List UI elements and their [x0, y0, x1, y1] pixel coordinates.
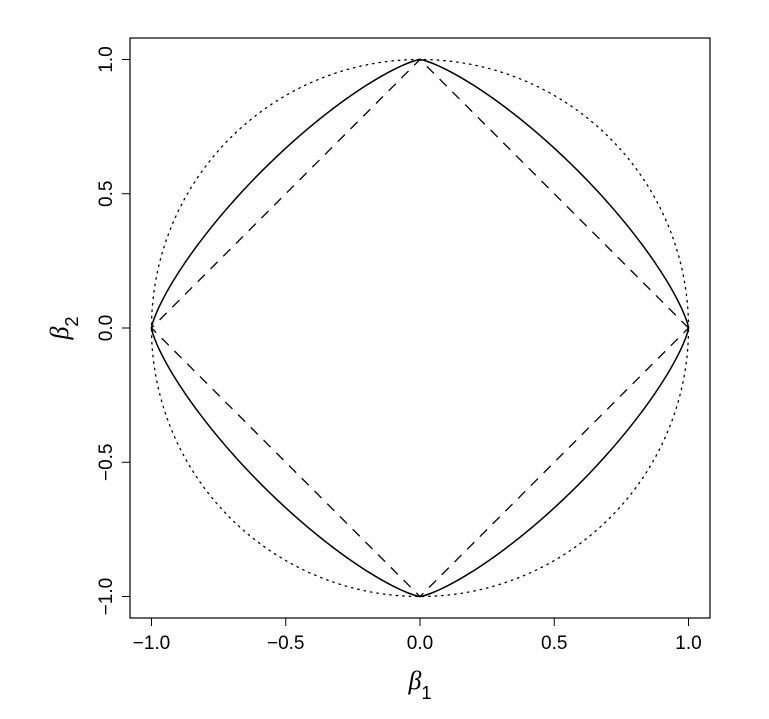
series-l2-ball [151, 59, 688, 596]
y-tick-label: −1.0 [96, 578, 117, 616]
figure-container: −1.0 −0.5 0.0 0.5 1.0 −1.0 −0.5 0.0 0.5 1.0 β1 β2 [0, 0, 769, 719]
y-tick-label: 0.0 [96, 315, 117, 341]
plot-frame [130, 38, 710, 618]
chart-svg: −1.0 −0.5 0.0 0.5 1.0 −1.0 −0.5 0.0 0.5 1.0 β1 β2 [0, 0, 769, 719]
x-axis-title: β1 [407, 666, 431, 703]
y-tick-label: 0.5 [96, 181, 117, 207]
y-tick-label: −0.5 [96, 444, 117, 482]
x-tick-label: 1.0 [675, 633, 701, 654]
x-tick-label: −1.0 [133, 633, 171, 654]
series-l1-ball [151, 59, 688, 596]
x-tick-label: 0.0 [407, 633, 433, 654]
x-tick-label: 0.5 [541, 633, 567, 654]
series-intermediate-ball [151, 59, 688, 596]
y-axis-title: β2 [45, 316, 82, 340]
y-tick-label: 1.0 [96, 46, 117, 72]
x-tick-label: −0.5 [267, 633, 305, 654]
